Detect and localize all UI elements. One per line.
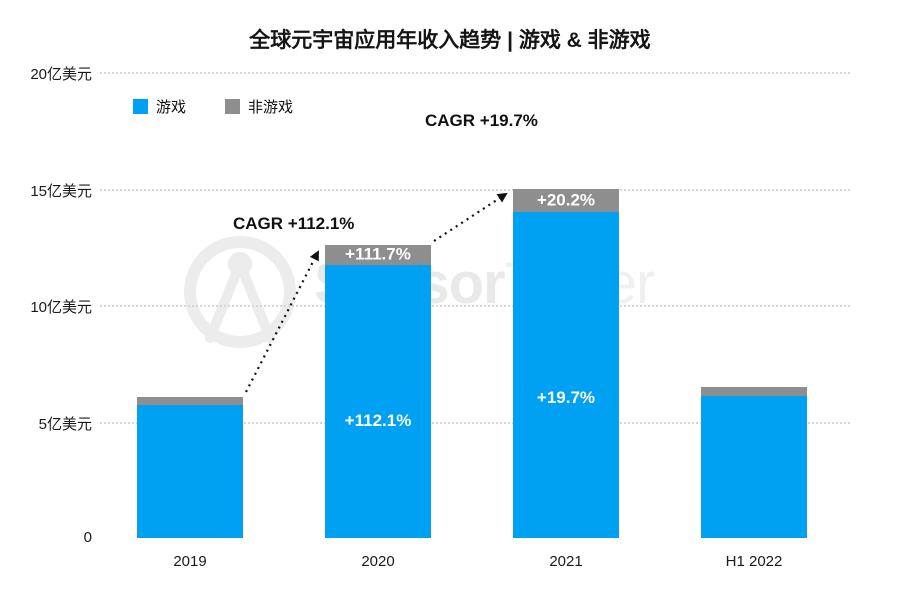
y-tick-label-15: 15亿美元: [30, 182, 92, 200]
bar-2020-nongame-segment: +111.7%: [325, 245, 431, 265]
x-tick-label-2020: 2020: [361, 553, 395, 570]
gridline-20: [100, 72, 850, 74]
x-tick-label-2019: 2019: [173, 553, 207, 570]
x-tick-label-2021: 2021: [549, 553, 583, 570]
bar-2021-nongame-segment: +20.2%: [513, 189, 619, 212]
bar-2020-game-segment: +112.1%: [325, 265, 431, 538]
bar-2021-nongame-growth-label: +20.2%: [536, 190, 596, 210]
games-legend-label: 游戏: [156, 99, 187, 116]
y-tick-label-5: 5亿美元: [38, 415, 92, 433]
bar-2021-game-segment: +19.7%: [513, 212, 619, 538]
cagr-2020-annotation: CAGR +112.1%: [233, 214, 355, 233]
gridline-10: [100, 305, 850, 307]
y-tick-label-10: 10亿美元: [30, 299, 92, 316]
bar-H1 2022-nongame-segment: [701, 387, 807, 396]
arrow-2020-to-2021: [433, 192, 508, 242]
bar-2020-game-growth-label: +112.1%: [344, 411, 412, 430]
legend-item-games: 游戏: [133, 96, 186, 117]
bar-2021: +20.2% +19.7%: [513, 189, 619, 538]
y-tick-label-20: 20亿美元: [30, 66, 92, 83]
bar-H1 2022-game-segment: [701, 396, 807, 538]
bar-2019: [137, 397, 243, 538]
bar-H1 2022: [701, 387, 807, 538]
bar-2020: +111.7% +112.1%: [325, 245, 431, 538]
bar-2019-game-segment: [137, 405, 243, 538]
gridline-15: [100, 188, 850, 191]
chart-title: 全球元宇宙应用年收入趋势 | 游戏 & 非游戏: [249, 29, 651, 52]
nongames-legend-label: 非游戏: [248, 99, 294, 116]
nongames-legend-swatch: [225, 99, 240, 114]
legend-item-nongames: 非游戏: [225, 96, 293, 117]
bar-2021-game-growth-label: +19.7%: [536, 388, 596, 407]
gridline-5: [100, 421, 850, 424]
bar-2020-nongame-growth-label: +111.7%: [345, 244, 411, 264]
x-tick-label-H1 2022: H1 2022: [725, 553, 783, 570]
sensortower-logo-icon: [184, 236, 296, 348]
games-legend-swatch: [133, 99, 148, 114]
y-tick-label-0: 0: [83, 529, 92, 546]
cagr-2021-annotation: CAGR +19.7%: [425, 111, 538, 130]
bar-2019-nongame-segment: [137, 397, 243, 405]
